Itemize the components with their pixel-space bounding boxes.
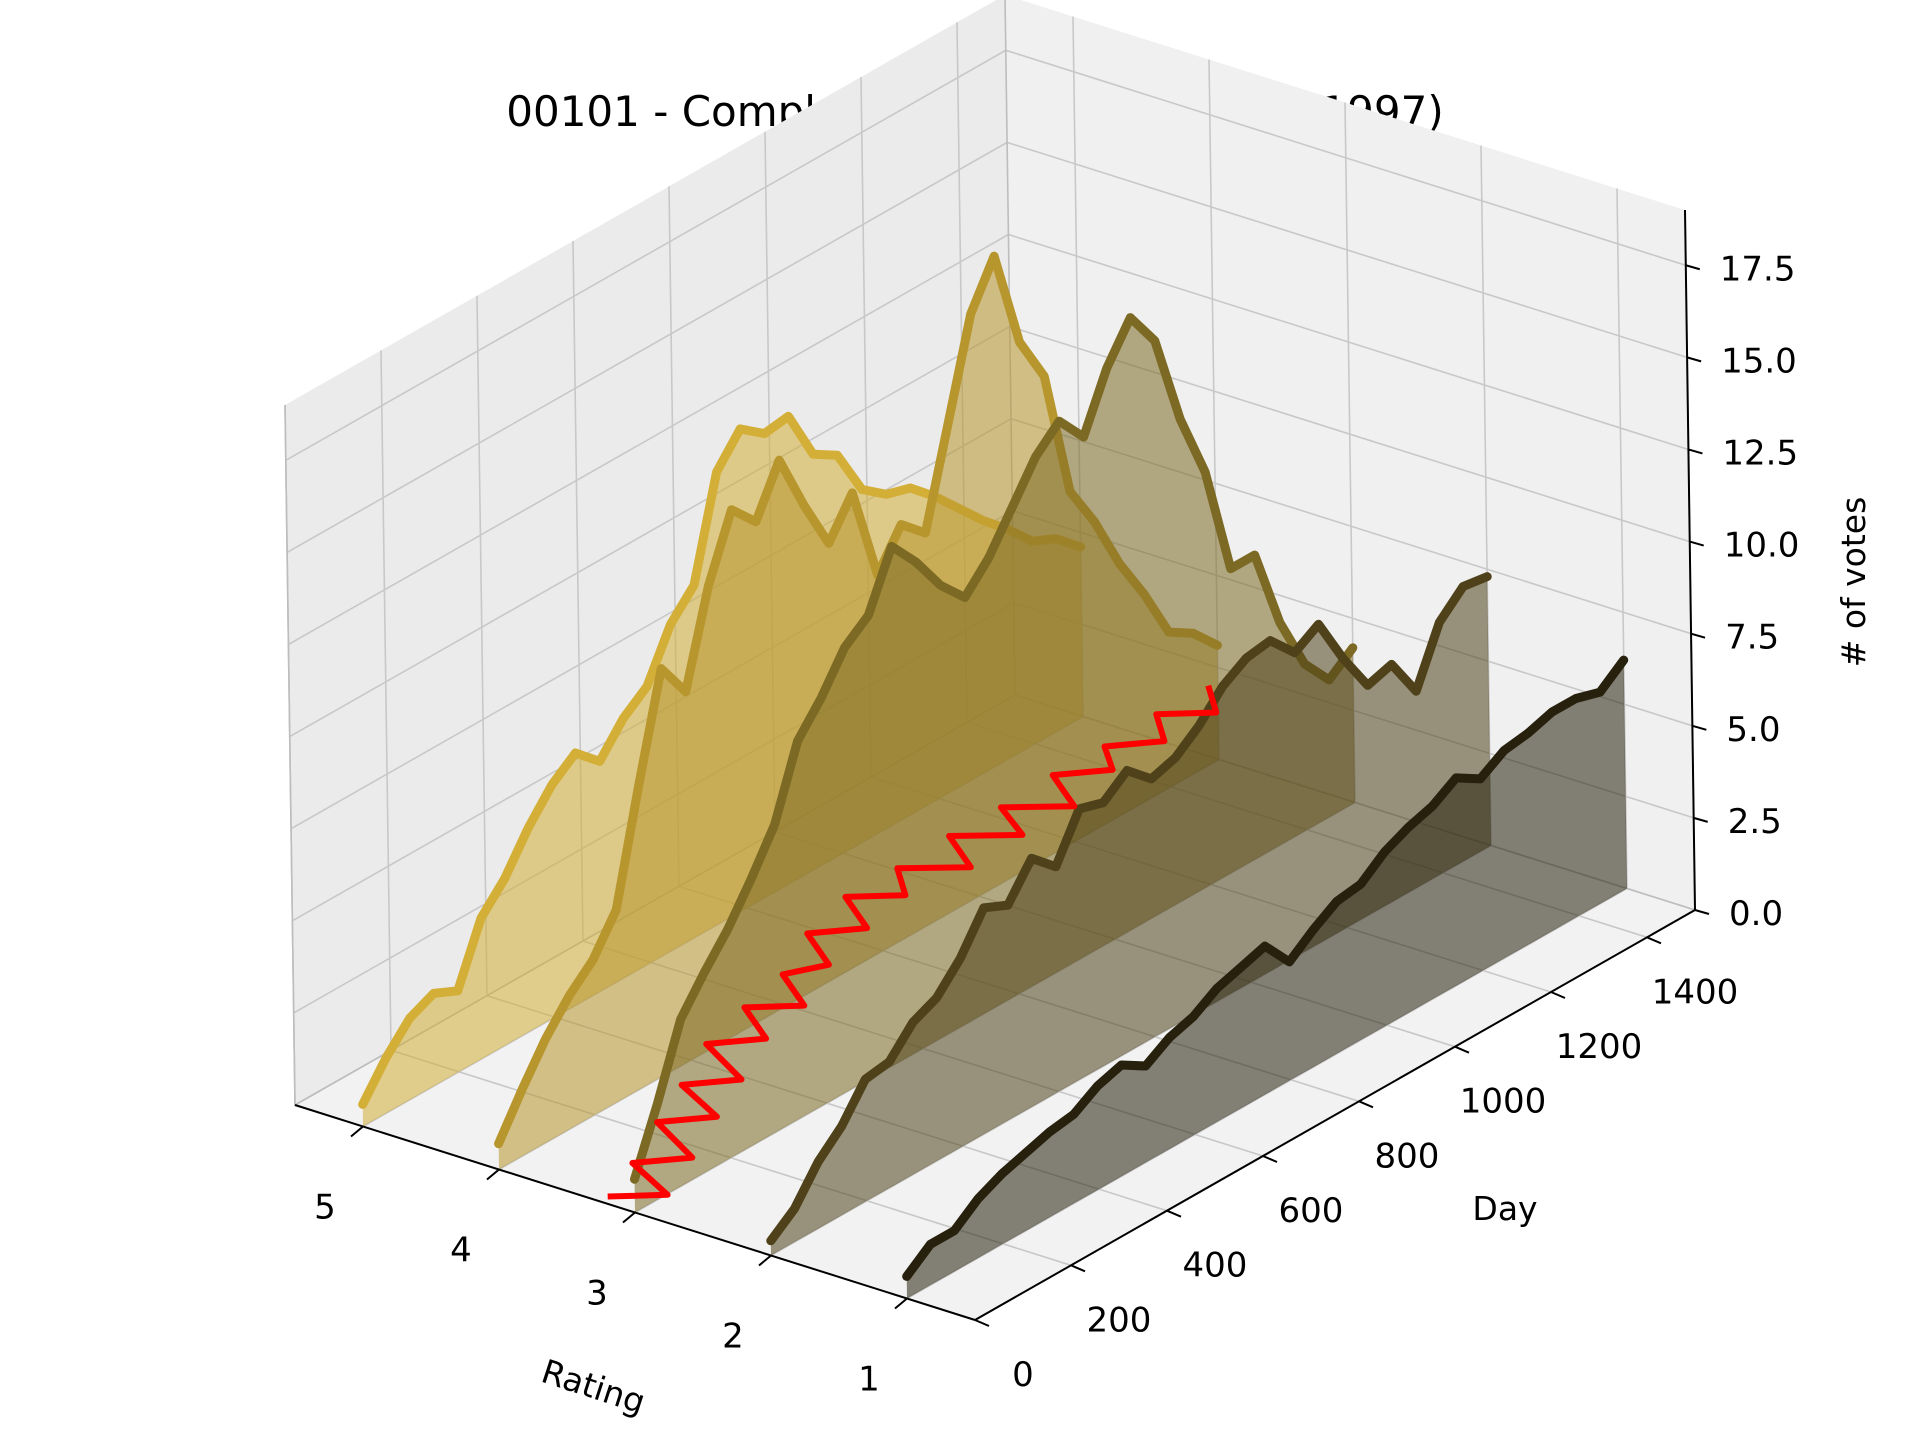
y-tick	[1550, 991, 1566, 999]
y-tick	[1646, 936, 1662, 945]
y-tick	[1454, 1045, 1470, 1054]
z-axis-label: # of votes	[1834, 497, 1873, 668]
z-tick	[1693, 816, 1708, 823]
x-tick	[622, 1211, 636, 1224]
x-tick	[486, 1168, 500, 1181]
z-tick-label: 2.5	[1728, 802, 1782, 842]
y-tick-label: 400	[1183, 1246, 1248, 1286]
z-tick	[1688, 448, 1703, 455]
y-tick-label: 200	[1087, 1300, 1152, 1340]
z-tick-label: 10.0	[1724, 526, 1800, 566]
series-area-rating-2	[770, 576, 1491, 1256]
z-tick-label: 15.0	[1721, 341, 1797, 381]
x-tick	[350, 1125, 364, 1138]
y-tick	[1070, 1264, 1086, 1273]
y-axis-label: Day	[1472, 1189, 1537, 1228]
y-tick-label: 0	[1012, 1355, 1034, 1395]
series-line-rating-1	[902, 655, 1629, 1281]
y-tick	[974, 1319, 990, 1327]
z-tick	[1689, 540, 1705, 547]
series-layer	[358, 251, 1629, 1299]
x-tick-label: 4	[450, 1231, 472, 1271]
x-tick	[758, 1254, 772, 1267]
z-tick	[1685, 264, 1701, 271]
y-tick	[1358, 1100, 1374, 1109]
z-tick-label: 7.5	[1725, 618, 1779, 658]
z-tick	[1686, 356, 1702, 363]
x-tick-label: 5	[314, 1188, 336, 1228]
series-line-rating-3	[630, 313, 1358, 1184]
y-tick	[1166, 1209, 1182, 1218]
x-tick-label: 1	[858, 1360, 880, 1400]
y-tick-label: 1000	[1460, 1082, 1547, 1122]
series-area-rating-1	[906, 660, 1627, 1299]
z-tick-label: 5.0	[1726, 710, 1780, 750]
x-axis-label: Rating	[537, 1352, 650, 1422]
z-axis-line	[1684, 209, 1696, 911]
z-tick	[1690, 632, 1706, 639]
z-tick	[1694, 909, 1710, 915]
z-tick-label: 17.5	[1720, 249, 1796, 289]
z-tick-label: 12.5	[1722, 434, 1798, 474]
y-tick-label: 800	[1375, 1136, 1440, 1176]
y-tick-label: 600	[1279, 1191, 1344, 1231]
x-tick-label: 3	[586, 1274, 608, 1314]
series-area-rating-3	[634, 317, 1355, 1213]
x-tick	[894, 1297, 908, 1310]
x-tick-label: 2	[722, 1317, 744, 1357]
left-wall-pane	[285, 0, 1015, 1105]
average-rating-line	[607, 684, 1220, 1200]
y-tick	[1262, 1155, 1278, 1163]
y-tick-label: 1400	[1652, 972, 1739, 1012]
series-line-rating-2	[766, 572, 1492, 1246]
y-axis-line	[974, 909, 1696, 1321]
y-tick-label: 1200	[1556, 1027, 1643, 1067]
z-tick-label: 0.0	[1729, 894, 1783, 934]
z-tick	[1692, 724, 1707, 731]
